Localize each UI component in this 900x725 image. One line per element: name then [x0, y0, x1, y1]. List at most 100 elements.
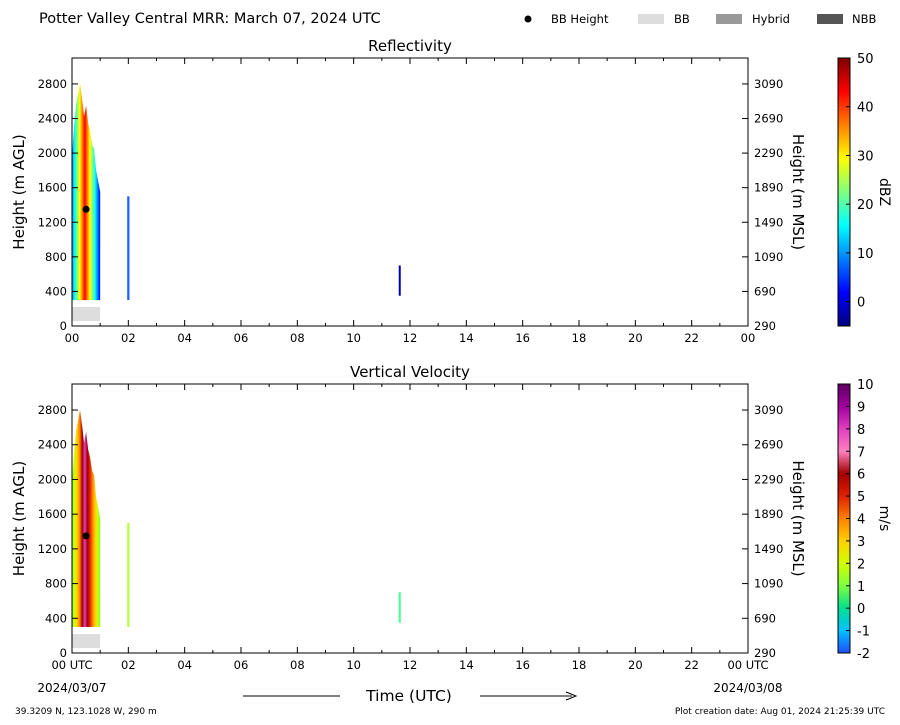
colorbar-tick-label: 0 — [857, 296, 865, 311]
bb-height-legend-label: BB Height — [551, 12, 609, 26]
x-tick-label: 08 — [290, 658, 305, 672]
x-tick-label: 02 — [121, 658, 136, 672]
arrow-head-icon — [565, 691, 578, 701]
y2-tick-label: 290 — [754, 646, 776, 660]
x-tick-label: 12 — [403, 331, 418, 345]
colorbar-tick-label: 50 — [857, 52, 874, 67]
x-tick-label: 18 — [572, 331, 587, 345]
y-tick-label: 1200 — [38, 215, 67, 229]
y2-tick-label: 1890 — [754, 181, 783, 195]
colorbar-tick-label: 4 — [857, 513, 865, 528]
colorbar-tick-label: 1 — [857, 580, 865, 595]
y2-tick-label: 2690 — [754, 438, 783, 452]
bb-legend-label: BB — [674, 12, 690, 26]
y2-tick-label: 1490 — [754, 215, 783, 229]
y2-tick-label: 2290 — [754, 146, 783, 160]
colorbar — [837, 57, 851, 327]
x-tick-label: 06 — [234, 658, 249, 672]
y2-tick-label: 290 — [754, 319, 776, 333]
x-tick-label: 16 — [515, 658, 530, 672]
x-tick-label: 20 — [628, 331, 643, 345]
x-tick-label: 06 — [234, 331, 249, 345]
colorbar-tick-label: 6 — [857, 468, 865, 483]
start-date: 2024/03/07 — [37, 681, 106, 695]
nbb-legend-swatch — [817, 14, 843, 24]
bb-height-marker — [82, 532, 90, 540]
y2-tick-label: 1090 — [754, 250, 783, 264]
echo-cell-1 — [127, 196, 130, 301]
echo-cell-2 — [398, 265, 401, 296]
colorbar-tick-label: 30 — [857, 149, 874, 164]
bb-band-marker — [72, 634, 101, 648]
header-legend: BB Height BB Hybrid NBB — [524, 12, 876, 26]
creation-date: Plot creation date: Aug 01, 2024 21:25:3… — [675, 707, 885, 717]
colorbar-label: dBZ — [876, 178, 892, 206]
y2-tick-label: 1890 — [754, 507, 783, 521]
y2-tick-label: 2290 — [754, 472, 783, 486]
location-label: 39.3209 N, 123.1028 W, 290 m — [15, 707, 157, 717]
y-axis-label: Height (m AGL) — [10, 134, 28, 249]
x-tick-label: 10 — [346, 658, 361, 672]
x-axis-label: Time (UTC) — [365, 687, 452, 705]
x-tick-label: 02 — [121, 331, 136, 345]
y-tick-label: 0 — [60, 646, 67, 660]
bb-band-marker — [72, 307, 101, 321]
y-tick-label: 0 — [60, 319, 67, 333]
end-date: 2024/03/08 — [713, 681, 782, 695]
x-tick-label: 00 — [65, 331, 80, 345]
y-tick-label: 1600 — [38, 507, 67, 521]
plot-frame — [71, 57, 749, 327]
y-tick-label: 2000 — [38, 146, 67, 160]
y2-tick-label: 2690 — [754, 112, 783, 126]
plot-frame — [71, 383, 749, 654]
echo-main — [72, 83, 101, 301]
colorbar-tick-label: 5 — [857, 490, 865, 505]
x-tick-label: 00 — [741, 331, 756, 345]
y2-tick-label: 690 — [754, 284, 776, 298]
y-tick-label: 2400 — [38, 438, 67, 452]
y2-axis-label: Height (m MSL) — [789, 460, 807, 576]
y2-tick-label: 3090 — [754, 403, 783, 417]
hybrid-legend-swatch — [716, 14, 742, 24]
colorbar-tick-label: 3 — [857, 535, 865, 550]
bb-height-legend-marker — [524, 15, 532, 23]
y2-tick-label: 690 — [754, 611, 776, 625]
y-tick-label: 2800 — [38, 77, 67, 91]
x-tick-label: 04 — [177, 331, 192, 345]
y-axis-label: Height (m AGL) — [10, 461, 28, 576]
colorbar-tick-label: -1 — [857, 625, 870, 640]
x-tick-label: 20 — [628, 658, 643, 672]
y-tick-label: 1200 — [38, 542, 67, 556]
y-tick-label: 400 — [45, 611, 67, 625]
y-tick-label: 400 — [45, 284, 67, 298]
colorbar-tick-label: 0 — [857, 602, 865, 617]
x-tick-label: 16 — [515, 331, 530, 345]
x-tick-label: 00 UTC — [727, 658, 768, 672]
echo-cell-1 — [127, 522, 130, 627]
nbb-legend-label: NBB — [852, 12, 876, 26]
bb-height-marker — [82, 205, 90, 213]
y-tick-label: 800 — [45, 577, 67, 591]
colorbar-label: m/s — [876, 506, 892, 532]
y-tick-label: 2800 — [38, 403, 67, 417]
y2-axis-label: Height (m MSL) — [789, 134, 807, 250]
x-tick-label: 14 — [459, 658, 474, 672]
colorbar-tick-label: 20 — [857, 198, 874, 213]
bb-legend-swatch — [638, 14, 664, 24]
x-tick-label: 22 — [684, 331, 699, 345]
colorbar-tick-label: 9 — [857, 400, 865, 415]
colorbar-tick-label: 2 — [857, 557, 865, 572]
echo-cell-2 — [398, 592, 401, 623]
panel-title: Reflectivity — [368, 37, 452, 55]
y-tick-label: 1600 — [38, 181, 67, 195]
panel-title: Vertical Velocity — [350, 363, 470, 381]
x-tick-label: 18 — [572, 658, 587, 672]
y-tick-label: 2400 — [38, 112, 67, 126]
x-tick-label: 10 — [346, 331, 361, 345]
hybrid-legend-label: Hybrid — [752, 12, 790, 26]
y-tick-label: 800 — [45, 250, 67, 264]
colorbar-tick-label: 10 — [857, 247, 874, 262]
